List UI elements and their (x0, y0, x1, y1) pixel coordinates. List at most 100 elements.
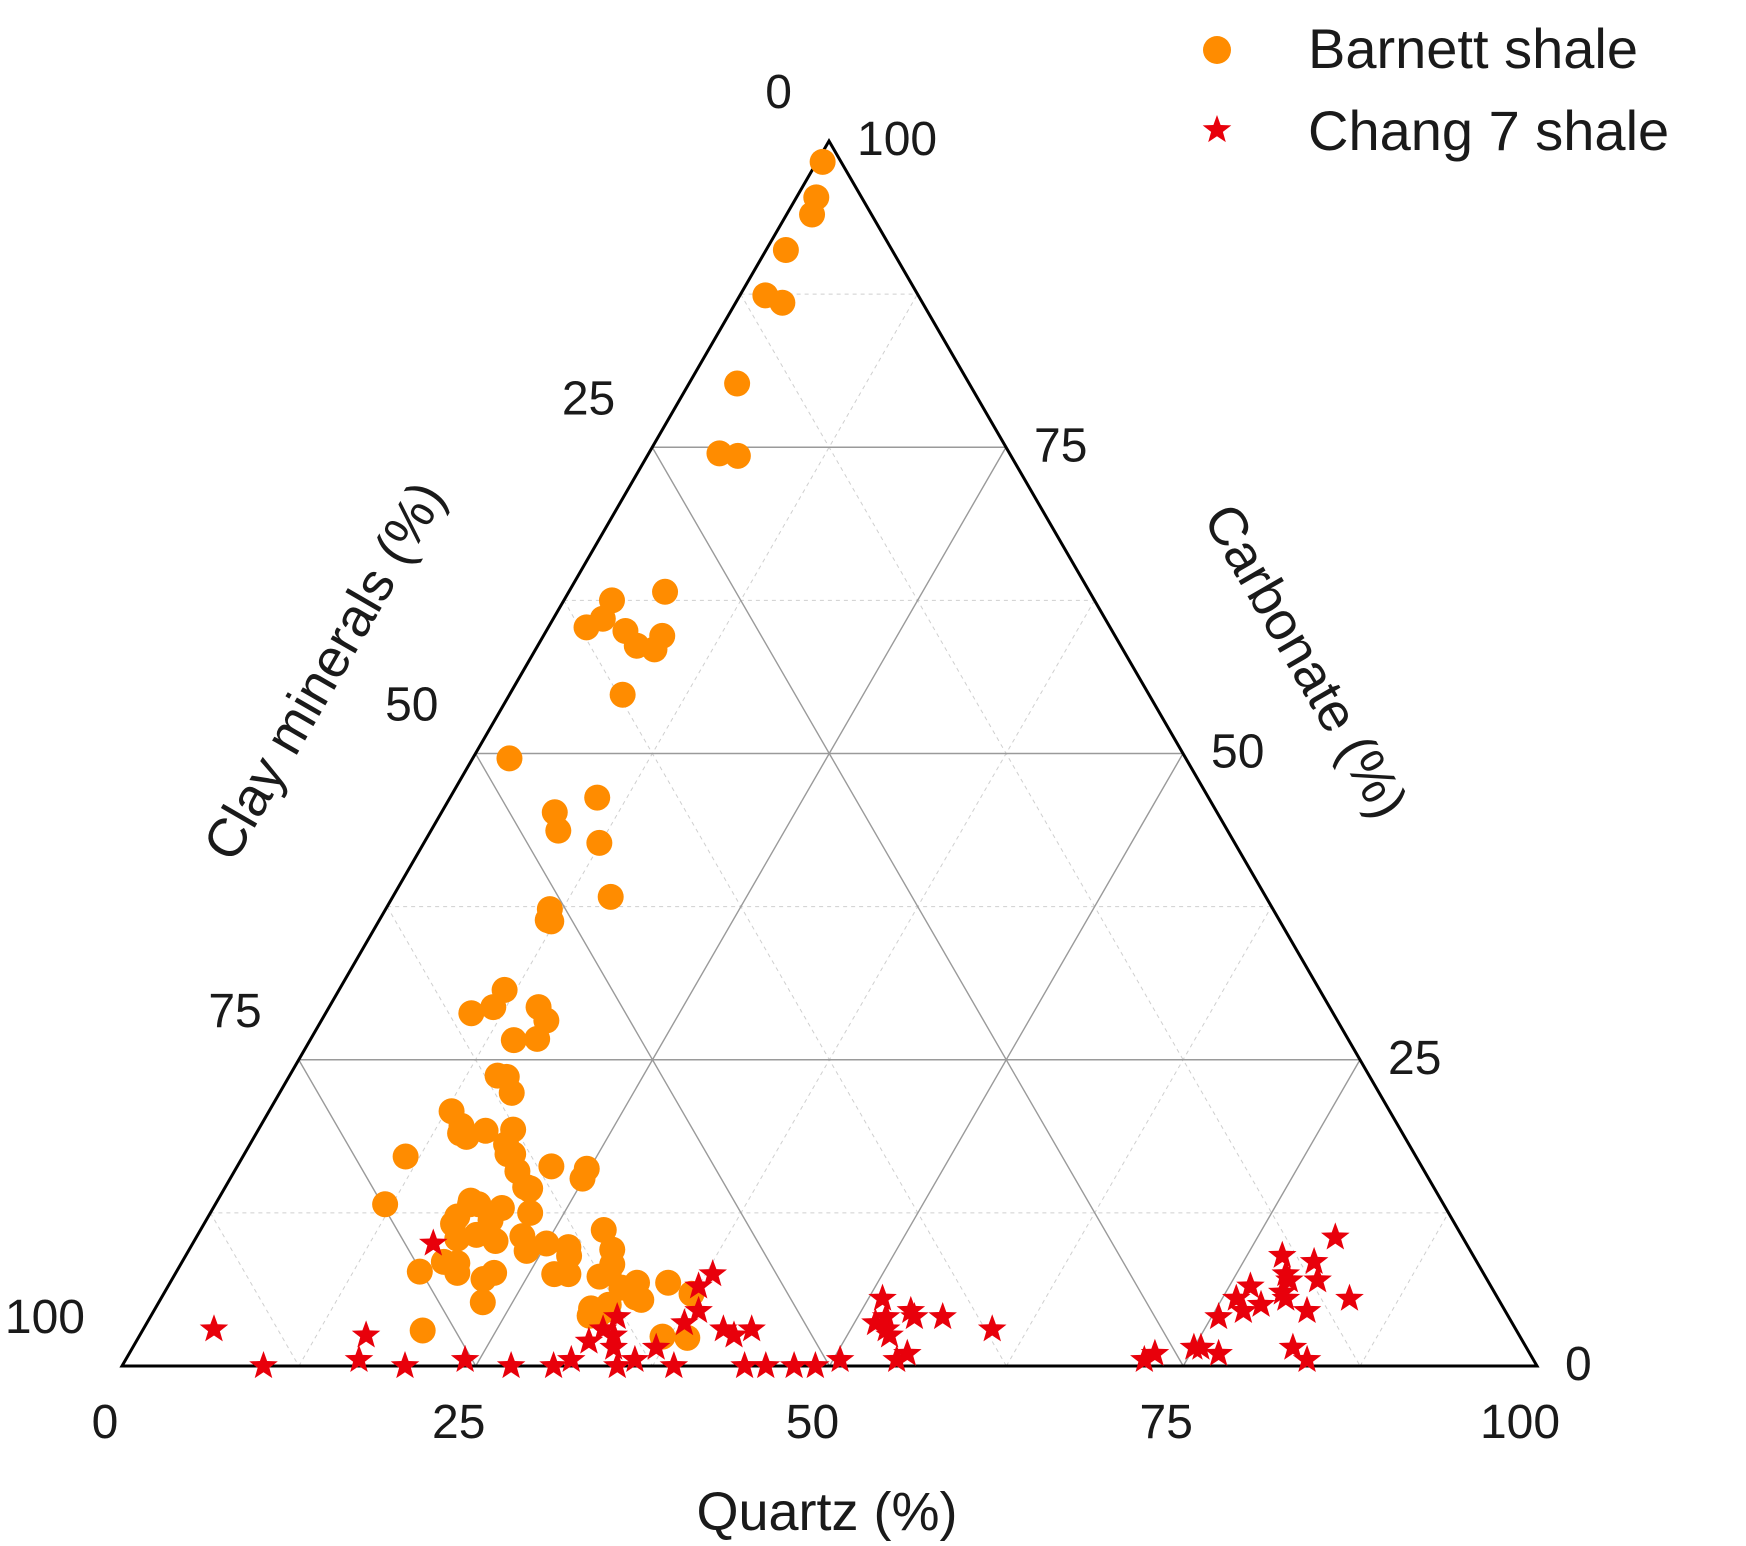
chang7-shale-point (641, 1332, 671, 1360)
chang7-shale-point (1271, 1259, 1301, 1287)
triangle-frame (119, 138, 1540, 1368)
barnett-shale-point (517, 1175, 544, 1202)
chang7-shale-point (1335, 1283, 1364, 1311)
chang7-shale-point (496, 1351, 526, 1379)
barnett-shale-point (724, 370, 751, 397)
barnett-shale-point (573, 1155, 600, 1182)
barnett-shale-point (372, 1191, 399, 1218)
grid-clay-25 (651, 446, 1184, 1367)
chang7-shale-point (620, 1344, 650, 1372)
chang7-shale-point (871, 1314, 901, 1342)
clay-tick-100: 100 (5, 1291, 85, 1344)
barnett-shale-point (470, 1266, 497, 1293)
chang7-shale-point (390, 1351, 420, 1379)
chang7-shale-point (900, 1302, 929, 1330)
chang7-shale-point (779, 1351, 809, 1379)
barnett-shale-point (525, 994, 552, 1021)
grid-quartz-50 (828, 753, 1184, 1367)
barnett-shale-point (652, 578, 679, 605)
chang7-shale-point (801, 1351, 830, 1379)
grid-clay-37.5 (563, 600, 1007, 1367)
barnett-shale-point (573, 614, 600, 641)
chang7-shale-point (1292, 1295, 1322, 1323)
legend-barnett-marker (1203, 36, 1231, 64)
chang7-shale-point (1271, 1283, 1301, 1311)
chang7-shale-point (1130, 1344, 1159, 1372)
barnett-shale-point (392, 1143, 419, 1170)
barnett-shale-point (809, 148, 836, 175)
chang7-shale-point (1236, 1271, 1265, 1299)
legend-chang7-marker (1202, 115, 1232, 143)
legend-barnett-label: Barnett shale (1308, 17, 1638, 80)
chang7-shale-point (603, 1351, 632, 1379)
chang7-shale-point (684, 1271, 713, 1299)
grid-clay-12.5 (740, 293, 1361, 1367)
carbonate-tick-100: 100 (857, 113, 937, 166)
quartz-axis-title: Quartz (%) (696, 1482, 957, 1542)
barnett-shale-point (772, 237, 799, 264)
barnett-shale-point (513, 1237, 540, 1264)
chang7-shale-point (603, 1302, 632, 1330)
quartz-tick-100: 100 (1480, 1396, 1560, 1449)
grid-quartz-87.5 (1359, 1212, 1449, 1367)
legend: Barnett shale Chang 7 shale (1202, 17, 1669, 162)
chang7-shale-point (1246, 1289, 1276, 1317)
grid-quartz-25 (475, 446, 1007, 1367)
barnett-shale-point (706, 440, 733, 467)
chang7-shale-point (893, 1338, 922, 1366)
barnett-shale-point (584, 784, 611, 811)
barnett-shale-point (430, 1248, 457, 1275)
clay-tick-75: 75 (208, 985, 261, 1038)
barnett-shale-point (533, 1230, 560, 1257)
clay-tick-labels: 0 25 50 75 100 (5, 66, 792, 1344)
clay-axis-title: Clay minerals (%) (192, 472, 457, 871)
clay-tick-25: 25 (562, 372, 615, 425)
chang7-shale-point (875, 1320, 904, 1348)
chang7-shale-point (659, 1351, 689, 1379)
minor-grid (209, 293, 1449, 1367)
quartz-tick-25: 25 (432, 1396, 485, 1449)
barnett-shale-point (538, 1153, 565, 1180)
chang7-shale-point (896, 1295, 926, 1323)
barnett-shale-point (458, 1000, 485, 1027)
barnett-shale-point (500, 1027, 527, 1054)
quartz-tick-75: 75 (1140, 1396, 1193, 1449)
barnett-shale-point (534, 907, 561, 934)
barnett-shale-point (597, 883, 624, 910)
chang7-shale-point (751, 1351, 781, 1379)
carbonate-tick-0: 0 (1565, 1338, 1592, 1391)
grid-quartz-12.5 (298, 293, 918, 1367)
barnett-shale-point (406, 1258, 433, 1285)
barnett-shale-point (769, 289, 796, 316)
chang7-shale-point (450, 1344, 480, 1372)
barnett-shale-point (609, 681, 636, 708)
barnett-shale-point (498, 1079, 525, 1106)
chang7-shale-point (574, 1326, 604, 1354)
chang7-shale-point (1186, 1332, 1216, 1360)
chang7-shale-point (599, 1332, 628, 1360)
grid-quartz-62.5 (1005, 906, 1272, 1367)
chang7-shale-point (868, 1283, 897, 1311)
chang7-shale-point (737, 1314, 766, 1342)
barnett-shale-point (438, 1098, 465, 1125)
chang7-shale-point (1275, 1265, 1304, 1293)
chang7-shale-point (1268, 1240, 1297, 1268)
legend-chang7-label: Chang 7 shale (1308, 99, 1669, 162)
grid-clay-50 (474, 753, 831, 1367)
chang7-shale-point (1299, 1246, 1329, 1274)
chang7-shale-point (419, 1228, 448, 1256)
barnett-shale-point (576, 1302, 603, 1329)
clay-tick-0: 0 (765, 66, 792, 119)
chang7-shale-points (199, 1222, 1364, 1379)
barnett-shale-point (541, 1261, 568, 1288)
barnett-shale-point (586, 829, 613, 856)
chang7-shale-point (719, 1320, 749, 1348)
barnett-shale-point (655, 1269, 682, 1296)
chang7-shale-point (698, 1259, 727, 1287)
chang7-shale-point (730, 1351, 759, 1379)
grid-clay-87.5 (209, 1212, 300, 1367)
chang7-shale-point (1204, 1338, 1233, 1366)
chang7-shale-point (1222, 1283, 1251, 1311)
chang7-shale-point (882, 1344, 911, 1372)
